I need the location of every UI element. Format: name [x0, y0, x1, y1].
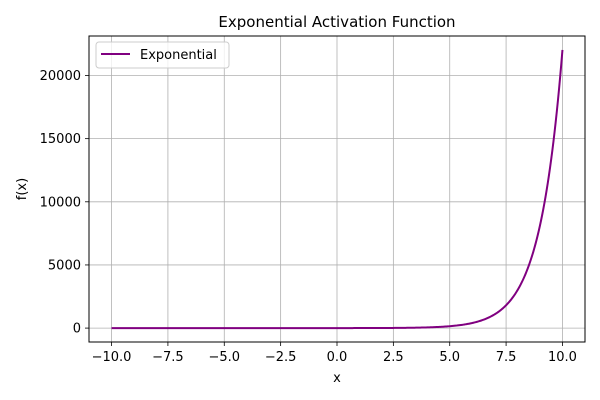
x-tick-label: 0.0	[327, 350, 348, 365]
legend-label-exponential: Exponential	[140, 48, 217, 63]
axes-ticks: −10.0 −7.5 −5.0 −2.5 0.0 2.5 5.0 7.5 10.0 0 5000 10…	[40, 69, 577, 365]
x-tick-label: 10.0	[548, 350, 577, 365]
y-tick-label: 0	[73, 322, 81, 337]
chart-title: Exponential Activation Function	[218, 13, 455, 31]
legend: Exponential	[95, 41, 230, 69]
series-layer	[111, 49, 564, 330]
x-tick-label: −2.5	[265, 350, 297, 365]
x-tick-label: 2.5	[383, 350, 404, 365]
y-tick-label: 5000	[48, 258, 81, 273]
x-tick-label: 7.5	[496, 350, 517, 365]
grid	[89, 36, 585, 342]
y-tick-label: 20000	[40, 69, 81, 84]
y-tick-label: 15000	[40, 132, 81, 147]
y-axis-label: f(x)	[15, 178, 30, 200]
x-tick-label: −10.0	[92, 350, 132, 365]
series-line-exponential	[111, 49, 564, 330]
legend-box	[95, 41, 230, 69]
y-tick-label: 10000	[40, 195, 81, 210]
x-tick-label: −7.5	[152, 350, 184, 365]
x-tick-label: −5.0	[208, 350, 240, 365]
x-axis-label: x	[333, 371, 341, 386]
x-tick-label: 5.0	[439, 350, 460, 365]
